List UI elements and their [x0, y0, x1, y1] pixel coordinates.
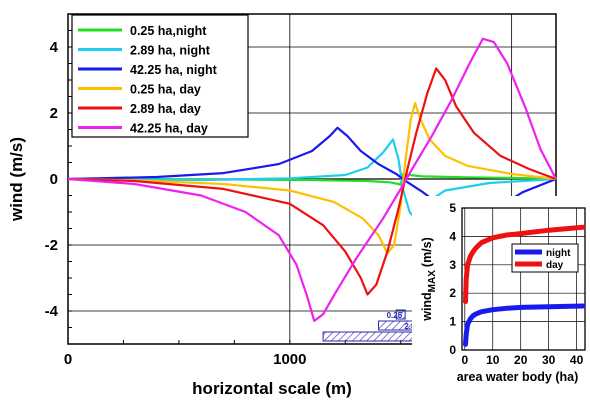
inset-y-axis-label: windMAX (m/s) — [420, 237, 438, 322]
legend-label: 2.89 ha, day — [130, 102, 201, 116]
x-axis-label: horizontal scale (m) — [192, 379, 352, 398]
inset-y-tick-label: 3 — [449, 258, 456, 272]
y-tick-label: 4 — [50, 39, 59, 56]
inset-x-tick-label: 20 — [514, 353, 528, 367]
legend-label: 0.25 ha,night — [130, 24, 207, 38]
inset-legend-box — [511, 243, 579, 273]
x-tick-label: 0 — [64, 351, 72, 368]
x-tick-label: 1000 — [273, 351, 306, 368]
series-line-5 — [67, 37, 557, 322]
inset-series-line-1 — [463, 224, 586, 305]
legend-label: 0.25 ha, day — [130, 83, 201, 97]
inset-frame — [461, 207, 586, 351]
inset-legend-label: night — [546, 248, 571, 259]
inset-legend-label: day — [546, 260, 564, 271]
y-tick-label: 0 — [50, 171, 58, 188]
y-tick-label: -4 — [45, 303, 59, 320]
legend-box — [71, 14, 249, 138]
water-body-label: 0.25 — [387, 311, 403, 320]
inset-x-tick-label: 40 — [570, 353, 584, 367]
y-axis-label: wind (m/s) — [7, 137, 26, 222]
inset-y-tick-label: 5 — [449, 201, 456, 215]
inset-y-label-sub: MAX — [427, 270, 438, 293]
legend-label: 2.89 ha, night — [130, 44, 211, 58]
series-line-4 — [67, 67, 557, 296]
inset-x-tick-label: 30 — [542, 353, 556, 367]
inset-series-line-0 — [463, 303, 586, 347]
water-body-bar — [395, 309, 406, 320]
inset-y-label-unit: (m/s) — [420, 237, 434, 267]
y-tick-label: -2 — [45, 237, 58, 254]
y-tick-label: 2 — [50, 105, 58, 122]
inset-y-tick-label: 0 — [449, 343, 456, 357]
legend: 0.25 ha,night 2.89 ha, night 42.25 ha, nig… — [71, 14, 249, 138]
inset-y-label-main: wind — [420, 292, 434, 321]
series-line-0 — [67, 172, 557, 186]
legend-label: 42.25 ha, day — [130, 122, 208, 136]
inset-plot: 0 10 20 30 40 0 1 2 3 4 5 area water body (ha) windM… — [412, 196, 590, 408]
inset-x-tick-label: 10 — [486, 353, 500, 367]
inset-y-tick-label: 2 — [449, 286, 456, 300]
inset-x-tick-label: 0 — [461, 353, 468, 367]
series-line-1 — [67, 138, 557, 220]
legend-label: 42.25 ha, night — [130, 63, 218, 77]
series-line-3 — [67, 102, 557, 255]
inset-x-axis-label: area water body (ha) — [457, 370, 579, 384]
inset-y-tick-label: 1 — [449, 315, 456, 329]
inset-y-tick-label: 4 — [449, 229, 456, 243]
